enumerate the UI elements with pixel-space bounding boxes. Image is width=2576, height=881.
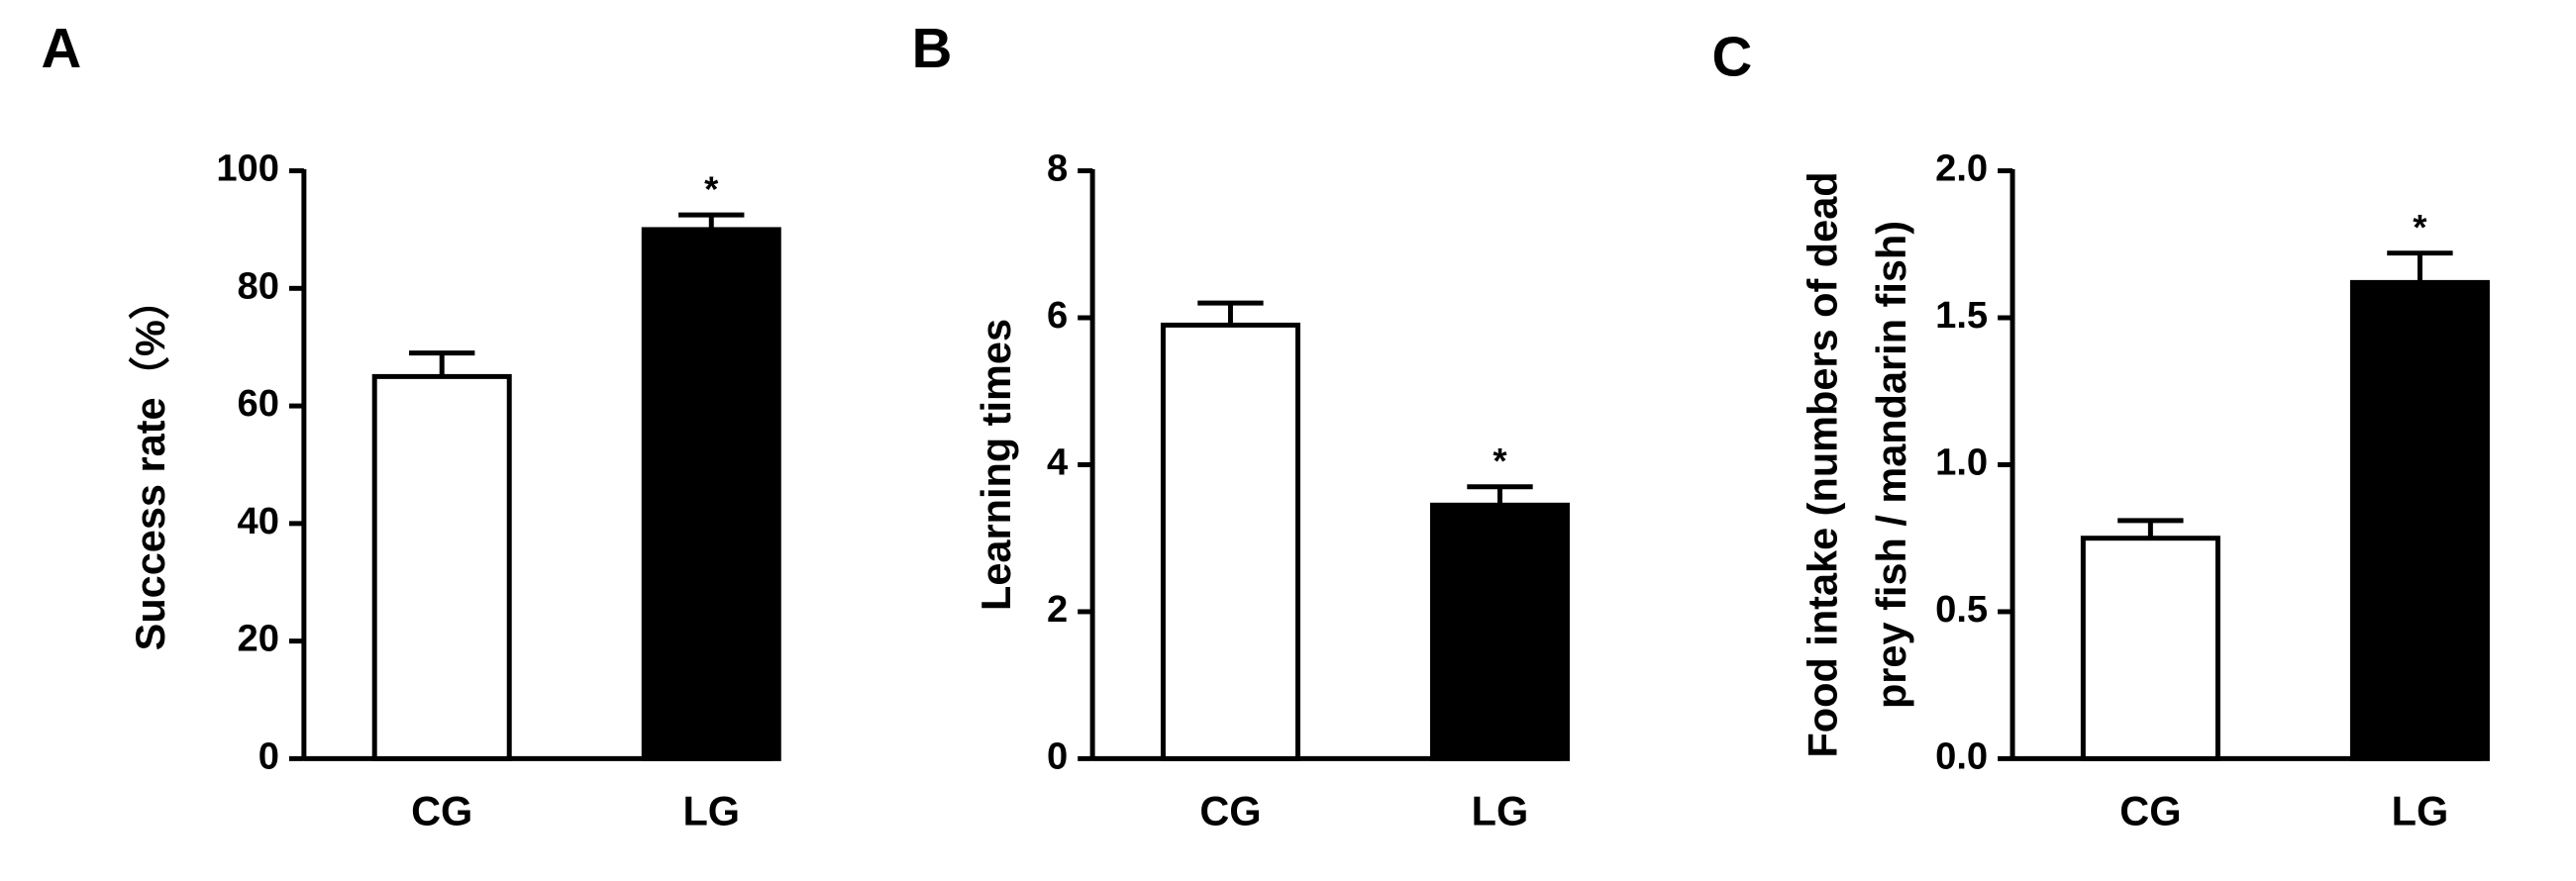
bar xyxy=(2349,279,2490,761)
y-tick-label: 0.0 xyxy=(1935,734,1988,777)
significance-mark: * xyxy=(704,168,719,209)
y-tick-label: 20 xyxy=(238,618,279,660)
x-tick-label: CG xyxy=(411,788,472,834)
x-tick-label: LG xyxy=(682,788,740,834)
bar xyxy=(1160,322,1300,761)
bar xyxy=(641,227,781,761)
y-axis-label: Food intake (numbers of dead xyxy=(1800,171,1846,757)
y-tick-label: 2 xyxy=(1047,588,1068,631)
y-tick-label: 1.0 xyxy=(1935,441,1988,484)
x-tick-label: CG xyxy=(1199,788,1261,834)
significance-mark: * xyxy=(2413,207,2427,247)
y-tick-label: 0 xyxy=(1047,734,1068,777)
x-tick-label: CG xyxy=(2119,788,2181,834)
y-tick-label: 100 xyxy=(216,147,279,190)
panel-label: B xyxy=(912,17,953,79)
y-tick-label: 60 xyxy=(238,382,279,425)
panel-label: C xyxy=(1711,25,1752,87)
y-tick-label: 2.0 xyxy=(1935,147,1988,190)
y-tick-label: 8 xyxy=(1047,147,1068,190)
y-tick-label: 6 xyxy=(1047,294,1068,337)
bar xyxy=(1429,502,1570,761)
x-tick-label: LG xyxy=(2392,788,2449,834)
y-axis-label: Learning times xyxy=(973,319,1019,611)
y-axis-label: Success rate（%） xyxy=(127,279,173,651)
y-tick-label: 40 xyxy=(238,500,279,542)
x-tick-label: LG xyxy=(1472,788,1529,834)
bar xyxy=(2080,536,2220,761)
y-tick-label: 80 xyxy=(238,264,279,307)
y-axis-label: prey fish / mandarin fish) xyxy=(1868,221,1914,709)
y-tick-label: 0 xyxy=(258,734,279,777)
panel-label: A xyxy=(41,17,81,79)
bar xyxy=(371,373,512,761)
y-tick-label: 4 xyxy=(1047,441,1068,484)
y-tick-label: 0.5 xyxy=(1935,588,1988,631)
significance-mark: * xyxy=(1493,440,1507,481)
y-tick-label: 1.5 xyxy=(1935,294,1988,337)
